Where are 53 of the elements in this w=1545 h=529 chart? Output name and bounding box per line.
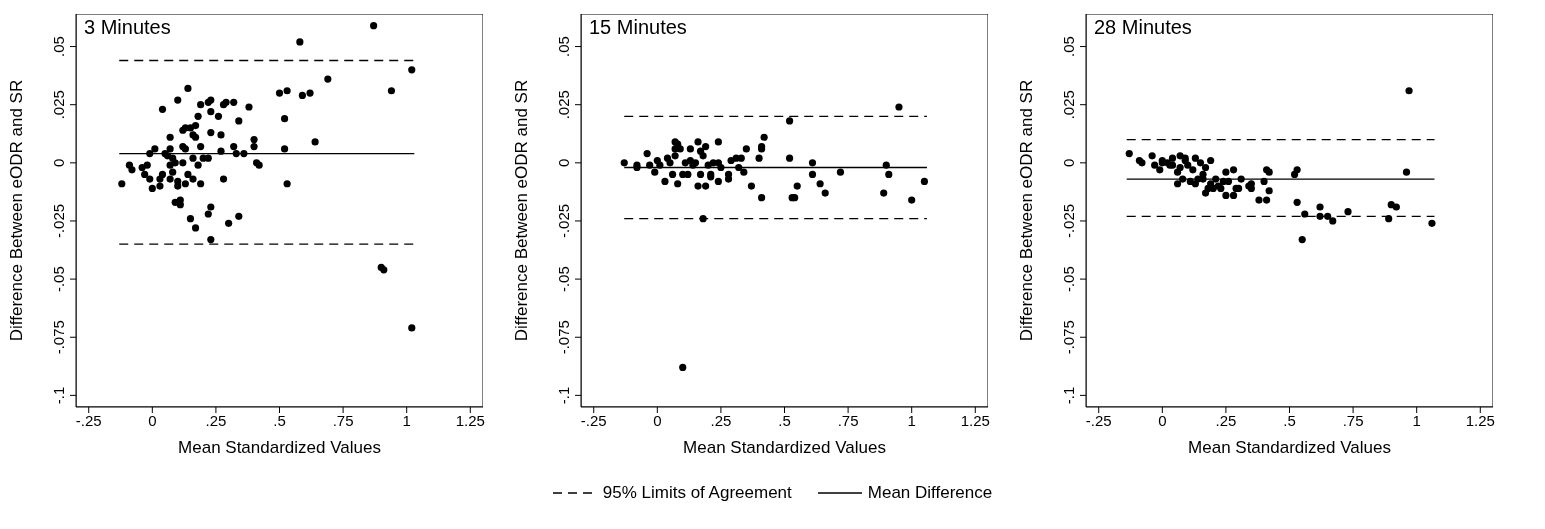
x-tick-label: 1.25 [960, 411, 990, 429]
x-axis-title: Mean Standardized Values [683, 438, 886, 457]
y-tick-label: -.025 [1060, 203, 1077, 239]
y-tick-label: .025 [555, 90, 572, 120]
y-tick-label: -.075 [1060, 320, 1077, 355]
x-tick-label: 0 [1158, 411, 1167, 429]
x-tick-label: .75 [332, 411, 354, 429]
x-tick-label: .25 [710, 411, 732, 429]
x-tick-label: .75 [837, 411, 859, 429]
y-tick-label: -.1 [555, 386, 572, 405]
chart-title: 15 Minutes [589, 16, 687, 39]
y-tick-label: .05 [555, 36, 572, 57]
x-tick-label: 0 [148, 411, 157, 429]
y-tick-label: 0 [1060, 158, 1077, 167]
y-axis-title: Difference Between eODR and SR [1017, 79, 1037, 342]
y-tick-label: -.05 [555, 266, 572, 293]
x-tick-label: .75 [1342, 411, 1364, 429]
legend-label: 95% Limits of Agreement [602, 483, 792, 503]
x-tick-label: -.25 [75, 411, 102, 429]
x-tick-label: 1 [907, 411, 916, 429]
x-tick-label: .25 [205, 411, 227, 429]
x-tick-label: .25 [1215, 411, 1237, 429]
x-axis-title: Mean Standardized Values [178, 438, 381, 457]
chart-title: 3 Minutes [84, 16, 171, 39]
x-axis-title: Mean Standardized Values [1188, 438, 1391, 457]
x-tick-label: 1.25 [1465, 411, 1495, 429]
x-tick-label: .5 [778, 411, 791, 429]
y-tick-label: 0 [50, 158, 67, 167]
y-tick-label: -.075 [555, 320, 572, 355]
chart-title: 28 Minutes [1094, 16, 1192, 39]
y-axis-title: Difference Between eODR and SR [7, 79, 27, 342]
x-tick-label: .5 [1283, 411, 1296, 429]
x-tick-label: 1 [402, 411, 411, 429]
y-tick-label: .05 [50, 36, 67, 57]
y-tick-label: -.025 [555, 203, 572, 239]
x-tick-label: 1 [1412, 411, 1421, 429]
y-tick-label: -.05 [50, 266, 67, 293]
y-tick-label: -.05 [1060, 266, 1077, 293]
x-tick-label: .5 [273, 411, 286, 429]
x-tick-label: 0 [653, 411, 662, 429]
y-tick-label: -.1 [50, 386, 67, 405]
y-tick-label: .025 [1060, 90, 1077, 120]
y-axis-title: Difference Between eODR and SR [512, 79, 532, 342]
y-tick-label: -.025 [50, 203, 67, 239]
y-tick-label: .05 [1060, 36, 1077, 57]
y-tick-label: .025 [50, 90, 67, 120]
y-tick-label: -.075 [50, 320, 67, 355]
x-tick-label: 1.25 [455, 411, 485, 429]
y-tick-label: 0 [555, 158, 572, 167]
legend-label: Mean Difference [867, 483, 993, 503]
x-tick-label: -.25 [580, 411, 607, 429]
y-tick-label: -.1 [1060, 386, 1077, 405]
x-tick-label: -.25 [1085, 411, 1112, 429]
